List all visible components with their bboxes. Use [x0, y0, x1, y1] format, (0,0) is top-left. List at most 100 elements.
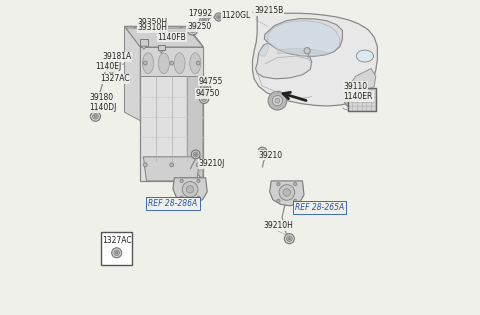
Bar — [107, 63, 116, 71]
Text: 1327AC: 1327AC — [100, 74, 130, 83]
Circle shape — [180, 196, 183, 199]
Text: 94755: 94755 — [199, 77, 223, 85]
Text: 39210J: 39210J — [199, 159, 225, 168]
Circle shape — [283, 189, 290, 196]
Text: 39350H: 39350H — [138, 18, 168, 27]
Circle shape — [272, 95, 283, 106]
Circle shape — [287, 236, 292, 241]
Circle shape — [352, 94, 359, 100]
Text: 39215B: 39215B — [254, 6, 283, 15]
Polygon shape — [270, 181, 304, 206]
Circle shape — [90, 111, 100, 121]
Circle shape — [94, 115, 96, 117]
Text: 39181A: 39181A — [102, 53, 131, 61]
Polygon shape — [108, 71, 114, 75]
Circle shape — [192, 150, 200, 159]
Circle shape — [196, 163, 200, 167]
Polygon shape — [252, 13, 377, 106]
Text: REF 28-265A: REF 28-265A — [295, 203, 344, 212]
Polygon shape — [187, 26, 203, 181]
Polygon shape — [126, 28, 203, 47]
Circle shape — [203, 98, 205, 100]
Polygon shape — [144, 157, 200, 181]
Ellipse shape — [356, 50, 373, 62]
Circle shape — [201, 83, 211, 93]
Circle shape — [304, 48, 310, 54]
Circle shape — [192, 29, 194, 32]
Circle shape — [349, 91, 362, 104]
Circle shape — [194, 153, 197, 156]
Circle shape — [268, 91, 287, 110]
Circle shape — [260, 149, 265, 154]
Circle shape — [216, 15, 221, 19]
Text: 94750: 94750 — [196, 89, 220, 98]
Circle shape — [188, 25, 198, 35]
Circle shape — [275, 98, 280, 103]
Text: 39180: 39180 — [89, 93, 114, 102]
Polygon shape — [142, 46, 146, 49]
Circle shape — [190, 27, 195, 33]
Circle shape — [202, 18, 206, 23]
Polygon shape — [124, 26, 203, 47]
Bar — [101, 232, 132, 265]
Circle shape — [204, 87, 207, 89]
Text: 39210: 39210 — [258, 151, 282, 159]
Text: 1140EJ: 1140EJ — [95, 62, 121, 72]
Circle shape — [344, 86, 367, 109]
Circle shape — [258, 147, 267, 157]
Circle shape — [186, 186, 194, 193]
Ellipse shape — [174, 53, 185, 73]
Text: 1140ER: 1140ER — [344, 92, 373, 101]
Circle shape — [197, 196, 200, 199]
Circle shape — [93, 113, 98, 119]
Polygon shape — [173, 178, 207, 203]
Circle shape — [193, 152, 198, 157]
Text: 1140FB: 1140FB — [157, 33, 186, 42]
Text: 39110: 39110 — [344, 82, 368, 91]
Circle shape — [261, 151, 264, 153]
Bar — [140, 39, 148, 46]
Circle shape — [199, 94, 209, 104]
Circle shape — [112, 248, 121, 258]
Text: REF 28-286A: REF 28-286A — [148, 199, 197, 208]
Bar — [348, 88, 376, 111]
Circle shape — [196, 61, 200, 65]
Polygon shape — [264, 19, 342, 56]
Polygon shape — [259, 42, 268, 56]
Text: 1327AC: 1327AC — [102, 236, 132, 245]
Circle shape — [284, 234, 294, 244]
Circle shape — [197, 180, 200, 182]
Circle shape — [203, 85, 208, 91]
Circle shape — [115, 251, 118, 254]
Polygon shape — [268, 21, 340, 56]
Circle shape — [114, 250, 120, 255]
Circle shape — [170, 163, 174, 167]
Circle shape — [182, 181, 198, 197]
Polygon shape — [140, 47, 203, 181]
Circle shape — [294, 182, 297, 186]
Circle shape — [215, 13, 223, 21]
Text: 17992: 17992 — [188, 9, 212, 18]
Circle shape — [218, 16, 220, 18]
Text: 39210H: 39210H — [264, 221, 293, 230]
Circle shape — [200, 16, 208, 25]
Ellipse shape — [143, 53, 154, 73]
Circle shape — [288, 238, 290, 240]
Circle shape — [144, 61, 147, 65]
Circle shape — [170, 61, 174, 65]
Text: 1120GL: 1120GL — [221, 11, 251, 20]
Circle shape — [203, 19, 205, 21]
Polygon shape — [256, 42, 312, 79]
Circle shape — [277, 182, 280, 186]
Circle shape — [202, 96, 207, 101]
Bar — [158, 45, 165, 50]
Circle shape — [253, 9, 259, 15]
Ellipse shape — [190, 53, 201, 73]
Polygon shape — [159, 50, 163, 53]
Circle shape — [144, 163, 147, 167]
Text: 1140DJ: 1140DJ — [89, 103, 117, 112]
Polygon shape — [277, 48, 327, 54]
Polygon shape — [140, 47, 203, 77]
Circle shape — [277, 199, 280, 203]
Circle shape — [279, 185, 295, 200]
